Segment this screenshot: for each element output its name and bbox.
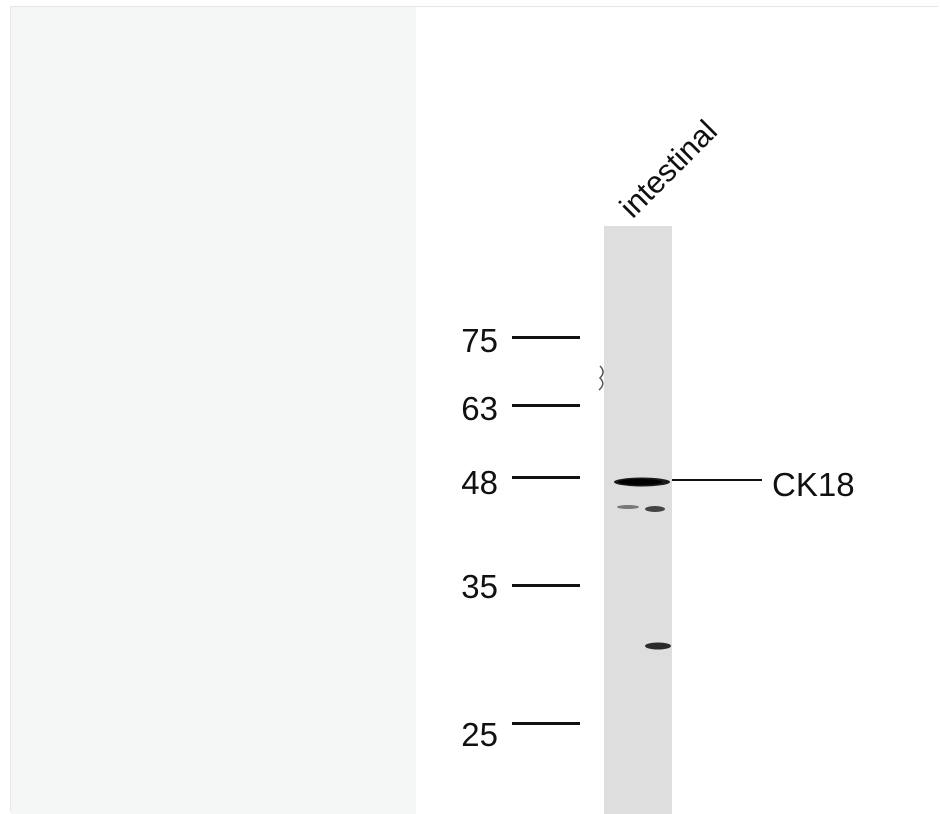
- ck18-band-core: [618, 479, 662, 485]
- marker-tick-25: [512, 722, 580, 725]
- faint-band-right: [645, 506, 665, 512]
- low-band: [645, 642, 671, 650]
- marker-tick-48: [512, 476, 580, 479]
- blot-lane: [604, 226, 672, 814]
- marker-label-63: 63: [461, 390, 498, 427]
- marker-label-75: 75: [461, 322, 498, 359]
- marker-label-35: 35: [461, 568, 498, 605]
- marker-tick-75: [512, 336, 580, 339]
- marker-tick-35: [512, 584, 580, 587]
- faint-band-left: [617, 505, 639, 509]
- image-frame: [10, 6, 938, 812]
- marker-label-48: 48: [461, 464, 498, 501]
- marker-label-25: 25: [461, 716, 498, 753]
- ck18-label: CK18: [772, 466, 855, 503]
- marker-tick-63: [512, 404, 580, 407]
- blank-left-panel: [11, 7, 416, 814]
- blot-area: [416, 14, 940, 814]
- ck18-pointer-line: [672, 479, 762, 481]
- lane-artifact: [598, 365, 604, 391]
